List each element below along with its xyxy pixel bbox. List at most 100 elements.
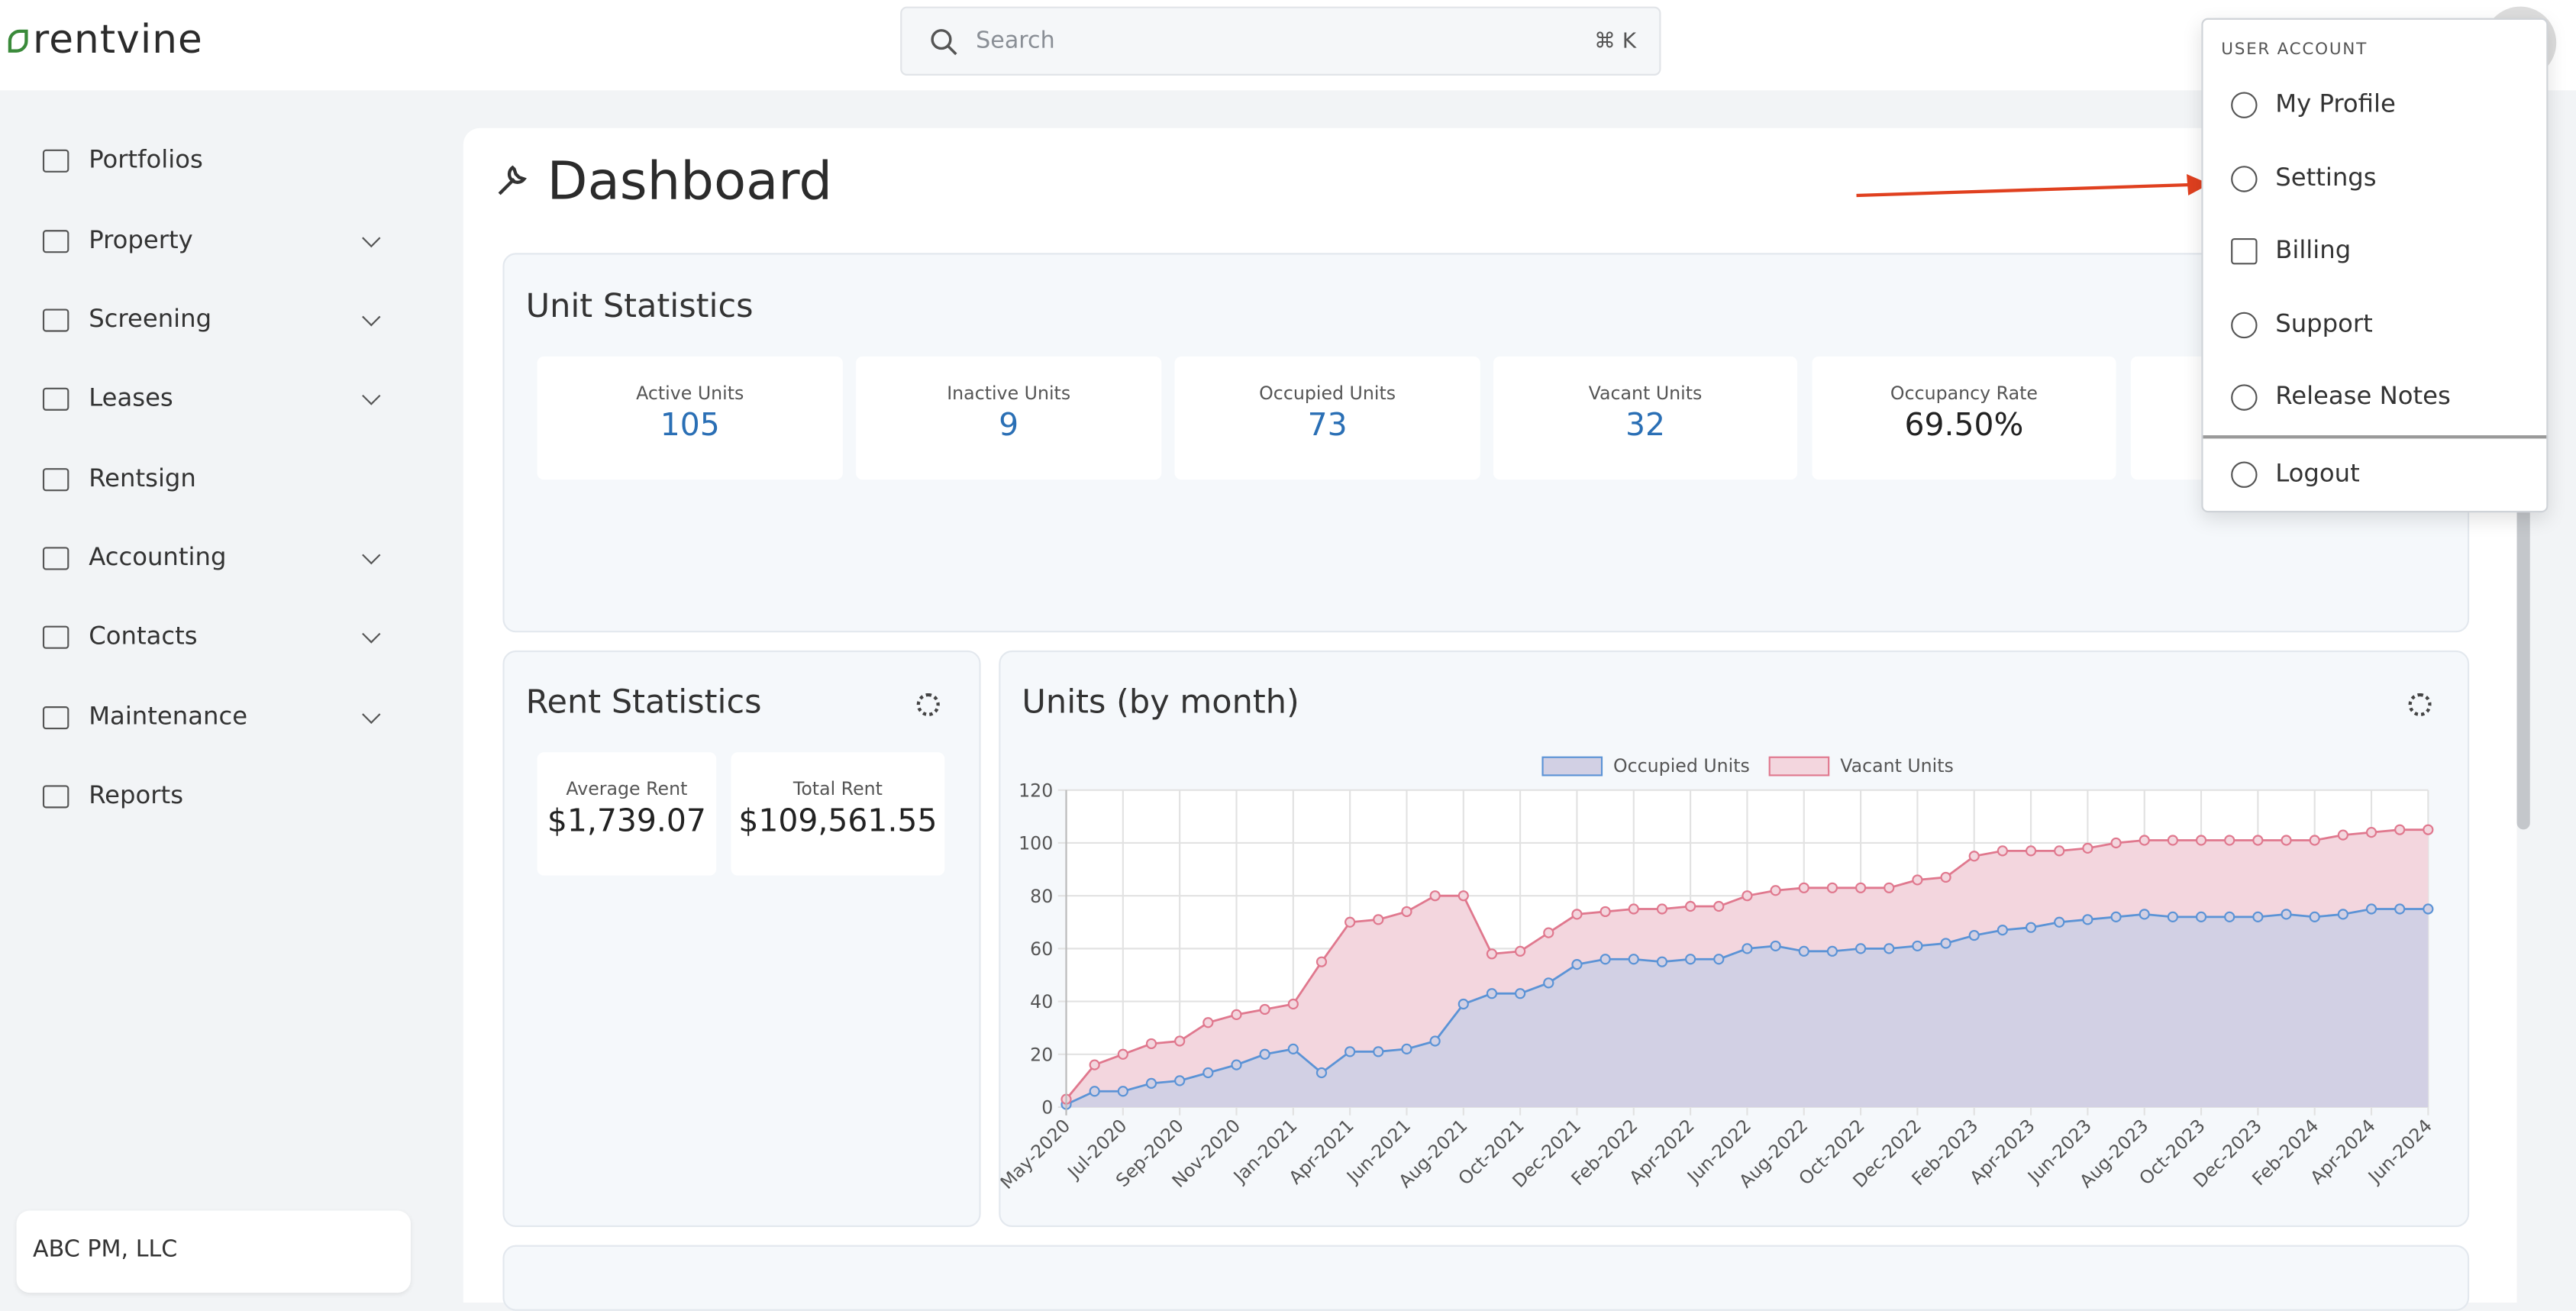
user-menu: USER ACCOUNT My Profile Settings Billing Su…: [2201, 18, 2549, 513]
point: [1713, 954, 1725, 965]
point: [1401, 906, 1412, 918]
point: [2309, 911, 2320, 922]
point: [1174, 1075, 1186, 1087]
legend-label: Occupied Units: [1613, 755, 1750, 777]
point: [1997, 845, 2008, 857]
nav-icon: [42, 230, 69, 253]
nav-item[interactable]: Contacts: [89, 621, 198, 651]
point: [1997, 925, 2008, 936]
point: [1202, 1067, 1214, 1079]
stat-value: $1,739.07: [547, 802, 706, 840]
search-icon: [931, 29, 957, 56]
nav-item[interactable]: Rentsign: [89, 463, 196, 493]
menu-item[interactable]: Release Notes: [2275, 381, 2451, 411]
point: [1600, 954, 1611, 965]
nav-icon: [42, 706, 69, 730]
point: [1145, 1038, 1157, 1050]
scrollbar[interactable]: [2516, 492, 2530, 830]
nav-item[interactable]: Maintenance: [89, 701, 248, 731]
rent-statistics-card: Rent Statistics: [502, 650, 981, 1228]
point: [1202, 1017, 1214, 1028]
card-title: Rent Statistics: [525, 681, 762, 722]
area: [1066, 909, 2429, 1107]
units-chart-card: Units (by month) 0 20 40 60 80 100 120 May-2020…: [999, 650, 2470, 1228]
menu-icon: [2231, 384, 2258, 411]
point: [2110, 911, 2122, 922]
stat-value: 69.50%: [1904, 407, 2024, 444]
nav-item[interactable]: Screening: [89, 303, 212, 334]
point: [1742, 890, 1753, 902]
point: [1174, 1035, 1186, 1047]
point: [1713, 900, 1725, 912]
menu-icon: [2231, 312, 2258, 339]
chevron[interactable]: [362, 625, 381, 644]
nav-icon: [42, 547, 69, 570]
point: [2365, 903, 2377, 915]
organization-switcher[interactable]: ABC PM, LLC: [16, 1210, 411, 1293]
chevron[interactable]: [362, 308, 381, 327]
point: [2337, 829, 2348, 841]
point: [1373, 1046, 1384, 1058]
point: [1940, 938, 1951, 949]
menu-heading: USER ACCOUNT: [2221, 40, 2368, 60]
page-title: Dashboard: [547, 149, 833, 212]
nav-item[interactable]: Property: [89, 224, 193, 255]
menu-item[interactable]: My Profile: [2275, 89, 2396, 118]
logo[interactable]: rentvine: [33, 16, 203, 63]
menu-item[interactable]: Billing: [2275, 234, 2352, 265]
chevron[interactable]: [362, 545, 381, 565]
nav-item[interactable]: Accounting: [89, 541, 227, 572]
point: [1968, 851, 1980, 862]
point: [1401, 1043, 1412, 1054]
settings-gear[interactable]: [2408, 693, 2432, 716]
search-box[interactable]: Search ⌘ K: [900, 6, 1661, 76]
nav-item[interactable]: Leases: [89, 383, 173, 412]
point: [1855, 943, 1867, 954]
menu-item[interactable]: Settings: [2275, 162, 2377, 192]
dashboard-icon: [498, 165, 527, 195]
settings-gear[interactable]: [916, 693, 940, 716]
chevron[interactable]: [362, 228, 381, 248]
chevron[interactable]: [362, 705, 381, 724]
point: [1231, 1009, 1242, 1020]
point: [2337, 909, 2348, 920]
point: [1117, 1086, 1128, 1097]
point: [2195, 911, 2207, 922]
chevron[interactable]: [362, 386, 381, 405]
menu-item[interactable]: Logout: [2275, 458, 2360, 488]
nav-item[interactable]: Reports: [89, 780, 184, 810]
point: [1628, 954, 1639, 965]
point: [2394, 824, 2406, 835]
stat-tile: Occupancy Rate 69.50%: [1812, 356, 2116, 480]
point: [1742, 943, 1753, 954]
stat-value: 9: [999, 407, 1019, 444]
point: [2224, 911, 2235, 922]
point: [1628, 903, 1639, 915]
card-title: Unit Statistics: [525, 286, 754, 325]
y-tick-label: 20: [1030, 1044, 1053, 1065]
point: [1826, 882, 1838, 893]
point: [2139, 909, 2150, 920]
point: [1940, 871, 1951, 883]
chart: 020406080100120May-2020Jul-2020Sep-2020N…: [1000, 755, 2436, 1193]
point: [1429, 1035, 1441, 1047]
menu-item[interactable]: Support: [2275, 308, 2373, 339]
point: [2054, 845, 2065, 857]
point: [2281, 909, 2292, 920]
point: [2252, 835, 2264, 846]
point: [1826, 945, 1838, 957]
stat-value: 32: [1625, 407, 1666, 444]
stat-label: Active Units: [636, 383, 744, 405]
point: [2025, 845, 2037, 857]
point: [1770, 940, 1781, 952]
point: [1912, 940, 1923, 952]
point: [1259, 1048, 1270, 1060]
legend-label: Vacant Units: [1840, 755, 1954, 777]
nav-item[interactable]: Portfolios: [89, 144, 203, 175]
point: [1884, 882, 1895, 893]
nav-icon: [42, 468, 69, 492]
point: [1543, 977, 1554, 989]
y-tick-label: 40: [1030, 991, 1053, 1012]
